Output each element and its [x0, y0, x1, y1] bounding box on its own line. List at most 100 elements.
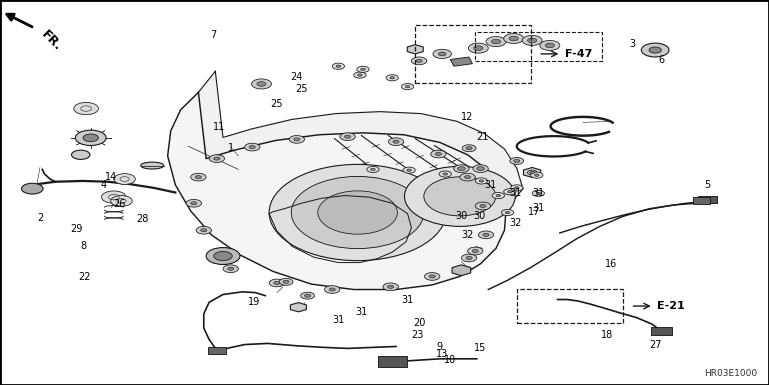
Text: 31: 31	[484, 180, 497, 190]
Circle shape	[439, 171, 451, 177]
Text: F-47: F-47	[565, 49, 593, 59]
Circle shape	[534, 174, 539, 176]
Circle shape	[483, 233, 489, 236]
Text: 11: 11	[213, 122, 225, 132]
Text: 22: 22	[78, 272, 91, 282]
Circle shape	[496, 194, 501, 197]
Circle shape	[491, 39, 501, 44]
Text: 2: 2	[37, 213, 43, 223]
Circle shape	[511, 185, 523, 191]
Circle shape	[536, 192, 541, 194]
Text: 31: 31	[401, 295, 414, 305]
Text: 20: 20	[413, 318, 425, 328]
Polygon shape	[208, 347, 226, 354]
Circle shape	[251, 79, 271, 89]
Text: 25: 25	[271, 99, 283, 109]
Text: 13: 13	[436, 349, 448, 359]
Text: 31: 31	[532, 187, 544, 198]
Text: 31: 31	[509, 187, 521, 198]
Circle shape	[429, 275, 435, 278]
Circle shape	[407, 169, 411, 171]
Circle shape	[257, 82, 266, 86]
Circle shape	[508, 191, 512, 193]
Circle shape	[228, 267, 234, 270]
Circle shape	[274, 281, 280, 285]
Circle shape	[245, 143, 260, 151]
Circle shape	[74, 102, 98, 115]
Ellipse shape	[424, 177, 496, 216]
Text: 19: 19	[248, 297, 260, 307]
Circle shape	[460, 173, 475, 181]
Circle shape	[411, 57, 427, 65]
Circle shape	[191, 173, 206, 181]
Circle shape	[332, 63, 345, 69]
Text: 5: 5	[704, 180, 711, 190]
Circle shape	[209, 155, 225, 162]
Text: 14: 14	[105, 172, 118, 182]
Circle shape	[269, 279, 285, 287]
Bar	[415, 25, 531, 83]
Circle shape	[475, 202, 491, 210]
Circle shape	[464, 176, 471, 179]
Circle shape	[383, 283, 398, 291]
Circle shape	[462, 145, 476, 152]
Text: 6: 6	[658, 55, 664, 65]
Ellipse shape	[269, 164, 446, 261]
Circle shape	[390, 77, 394, 79]
Circle shape	[431, 150, 446, 158]
Circle shape	[191, 202, 197, 205]
Circle shape	[403, 167, 415, 173]
Circle shape	[367, 166, 379, 172]
Circle shape	[72, 150, 90, 159]
Circle shape	[480, 204, 486, 208]
Text: 27: 27	[650, 340, 662, 350]
Circle shape	[358, 74, 362, 76]
Circle shape	[249, 146, 255, 149]
Circle shape	[545, 43, 554, 48]
Circle shape	[305, 294, 311, 297]
Circle shape	[386, 75, 398, 81]
Text: 18: 18	[601, 330, 614, 340]
Polygon shape	[451, 57, 472, 66]
Circle shape	[474, 46, 483, 50]
Ellipse shape	[141, 162, 164, 169]
Text: 26: 26	[113, 199, 125, 209]
Text: 16: 16	[605, 259, 618, 269]
Circle shape	[336, 65, 341, 67]
Circle shape	[388, 285, 394, 288]
Circle shape	[22, 183, 43, 194]
Circle shape	[486, 37, 506, 47]
Polygon shape	[168, 92, 506, 290]
Text: 21: 21	[477, 132, 489, 142]
Ellipse shape	[404, 166, 515, 226]
Text: 31: 31	[332, 315, 345, 325]
Circle shape	[433, 49, 451, 59]
Circle shape	[504, 33, 524, 44]
Circle shape	[522, 35, 542, 45]
Circle shape	[477, 167, 484, 171]
Circle shape	[301, 292, 315, 299]
Circle shape	[83, 134, 98, 142]
Circle shape	[540, 40, 560, 50]
Text: 7: 7	[211, 30, 217, 40]
Bar	[517, 289, 623, 323]
Text: 12: 12	[461, 112, 474, 122]
Circle shape	[345, 135, 351, 138]
Bar	[475, 32, 602, 61]
Text: 31: 31	[532, 203, 544, 213]
Circle shape	[340, 133, 355, 141]
Circle shape	[401, 84, 414, 90]
Circle shape	[435, 152, 441, 156]
Circle shape	[114, 174, 135, 184]
Circle shape	[531, 172, 543, 178]
Text: 30: 30	[455, 211, 468, 221]
Circle shape	[528, 170, 537, 175]
Circle shape	[371, 168, 375, 171]
Circle shape	[206, 248, 240, 264]
Polygon shape	[698, 196, 717, 203]
Circle shape	[186, 199, 201, 207]
Circle shape	[479, 180, 484, 182]
Circle shape	[466, 256, 472, 259]
Text: 4: 4	[101, 180, 107, 190]
Circle shape	[361, 68, 365, 70]
